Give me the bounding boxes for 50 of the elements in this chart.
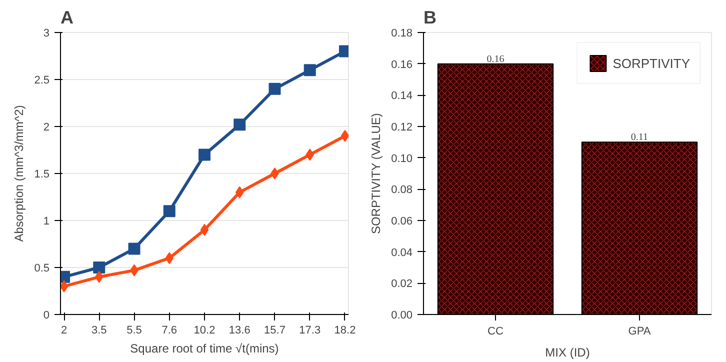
x-tick-label: 17.3 — [299, 324, 321, 336]
x-tick-label: 7.6 — [162, 324, 178, 336]
x-axis-title: MIX (ID) — [545, 346, 590, 360]
point — [235, 186, 244, 198]
x-tick-label: 5.5 — [126, 324, 142, 336]
point — [163, 205, 176, 218]
point — [270, 168, 279, 180]
y-tick-label: 3 — [43, 28, 50, 40]
point — [200, 224, 209, 236]
y-axis-title: Absorption (mm^3/mm^2) — [12, 105, 26, 242]
point — [306, 148, 314, 161]
point — [268, 82, 281, 95]
y-tick-label: 2 — [43, 122, 50, 134]
y-tick-label: 0.14 — [391, 90, 413, 102]
y-tick-label: 0.02 — [391, 278, 413, 290]
point — [128, 242, 140, 255]
y-tick-label: 0.18 — [391, 28, 413, 40]
chart-title: A — [60, 8, 74, 28]
y-tick-label: 0.06 — [391, 216, 413, 228]
x-tick-label: CC — [488, 326, 504, 338]
x-tick-label: 2 — [60, 324, 68, 336]
y-tick-label: 0.04 — [391, 246, 413, 259]
y-tick-label: 0.16 — [391, 58, 413, 71]
y-tick-label: 0.10 — [391, 152, 413, 165]
y-tick-label: 1 — [43, 216, 50, 228]
y-tick-label: 0.08 — [391, 184, 413, 196]
point — [304, 64, 316, 76]
y-tick-label: 0 — [43, 310, 50, 322]
point — [93, 262, 106, 274]
x-tick-label: 10.2 — [194, 324, 216, 336]
point — [198, 148, 210, 161]
legend-label: SORPTIVITY — [612, 56, 690, 70]
point — [94, 270, 104, 283]
chart-title: B — [424, 8, 436, 28]
y-tick-label: 0.5 — [34, 262, 50, 274]
x-tick-label: 15.7 — [264, 324, 286, 336]
x-tick-label: GPA — [628, 326, 652, 338]
x-tick-label: 18.2 — [334, 324, 356, 336]
y-axis-title: SORPTIVITY (VALUE) — [369, 113, 384, 234]
y-tick-label: 0.00 — [391, 310, 413, 322]
point — [234, 118, 246, 131]
x-axis-title: Square root of time √t(mins) — [130, 342, 279, 356]
y-tick-label: 2.5 — [34, 74, 50, 86]
y-tick-label: 1.5 — [34, 168, 50, 180]
point — [165, 252, 174, 264]
data-label: 0.11 — [630, 132, 648, 144]
x-tick-label: 3.5 — [91, 324, 107, 336]
x-tick-label: 13.6 — [228, 324, 250, 336]
data-label: 0.16 — [486, 54, 504, 65]
y-tick-label: 0.12 — [391, 122, 413, 134]
